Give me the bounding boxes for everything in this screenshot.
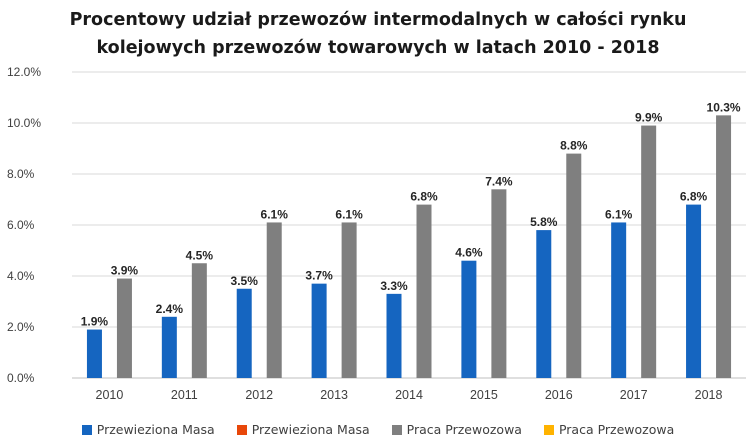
data-label-masa-2015: 4.6% (455, 246, 483, 260)
legend-swatch-3 (391, 424, 402, 435)
bar-praca-2017 (641, 125, 657, 378)
x-tick-label-2016: 2016 (545, 388, 573, 402)
data-label-praca-2013: 6.1% (335, 207, 363, 221)
chart-title: Procentowy udział przewozów intermodalny… (0, 6, 756, 62)
bar-praca-2016 (566, 153, 582, 378)
bar-praca-2012 (266, 222, 282, 378)
legend-item-4: Praca Przewozowa (543, 422, 675, 437)
data-label-masa-2013: 3.7% (305, 269, 333, 283)
x-tick-label-2012: 2012 (245, 388, 273, 402)
legend-item-2: Przewieziona Masa (236, 422, 370, 437)
data-label-praca-2011: 4.5% (186, 248, 214, 262)
bar-masa-2018 (686, 204, 702, 378)
legend-swatch-4 (543, 424, 554, 435)
chart-title-line-2: kolejowych przewozów towarowych w latach… (96, 38, 660, 58)
y-tick-label-6: 12.0% (7, 65, 41, 79)
chart-legend: Przewieziona Masa Przewieziona Masa Prac… (0, 422, 756, 437)
bar-praca-2014 (416, 204, 432, 378)
bar-masa-2014 (386, 293, 402, 378)
data-label-masa-2011: 2.4% (156, 302, 184, 316)
data-label-praca-2014: 6.8% (410, 190, 438, 204)
y-tick-label-0: 0.0% (7, 371, 35, 385)
data-label-masa-2012: 3.5% (231, 274, 259, 288)
x-tick-label-2010: 2010 (96, 388, 124, 402)
legend-label-1: Przewieziona Masa (96, 422, 215, 437)
bar-masa-2011 (161, 316, 177, 378)
data-label-masa-2016: 5.8% (530, 215, 558, 229)
bar-masa-2016 (536, 230, 552, 378)
bar-masa-2015 (461, 260, 477, 378)
bar-masa-2017 (611, 222, 627, 378)
x-tick-label-2017: 2017 (620, 388, 648, 402)
y-tick-label-1: 2.0% (7, 320, 35, 334)
legend-item-1: Przewieziona Masa (81, 422, 215, 437)
data-label-masa-2017: 6.1% (605, 207, 633, 221)
data-label-praca-2015: 7.4% (485, 174, 513, 188)
bar-masa-2010 (86, 329, 102, 378)
bar-praca-2013 (341, 222, 357, 378)
data-label-praca-2010: 3.9% (111, 264, 139, 278)
y-tick-label-5: 10.0% (7, 116, 41, 130)
data-label-praca-2016: 8.8% (560, 139, 588, 153)
bar-praca-2011 (191, 263, 207, 378)
bar-masa-2012 (236, 288, 252, 378)
bar-praca-2015 (491, 189, 507, 378)
data-label-masa-2014: 3.3% (380, 279, 408, 293)
bar-praca-2010 (116, 278, 132, 378)
x-tick-label-2013: 2013 (320, 388, 348, 402)
legend-swatch-1 (81, 424, 92, 435)
y-tick-label-2: 4.0% (7, 269, 35, 283)
x-tick-label-2011: 2011 (171, 388, 198, 402)
y-tick-label-3: 6.0% (7, 218, 35, 232)
chart-title-line-1: Procentowy udział przewozów intermodalny… (69, 10, 687, 30)
data-label-praca-2018: 10.3% (707, 100, 741, 114)
data-label-praca-2012: 6.1% (261, 207, 289, 221)
legend-item-3: Praca Przewozowa (391, 422, 522, 437)
x-tick-label-2018: 2018 (695, 388, 723, 402)
data-label-masa-2018: 6.8% (680, 190, 708, 204)
x-tick-label-2014: 2014 (395, 388, 423, 402)
y-tick-label-4: 8.0% (7, 167, 35, 181)
data-label-praca-2017: 9.9% (635, 111, 663, 125)
data-label-masa-2010: 1.9% (81, 315, 109, 329)
legend-swatch-2 (236, 424, 247, 435)
bar-praca-2018 (716, 115, 732, 378)
bar-masa-2013 (311, 283, 327, 378)
legend-label-2: Przewieziona Masa (251, 422, 370, 437)
x-tick-label-2015: 2015 (470, 388, 498, 402)
legend-label-4: Praca Przewozowa (558, 422, 675, 437)
legend-label-3: Praca Przewozowa (406, 422, 522, 437)
